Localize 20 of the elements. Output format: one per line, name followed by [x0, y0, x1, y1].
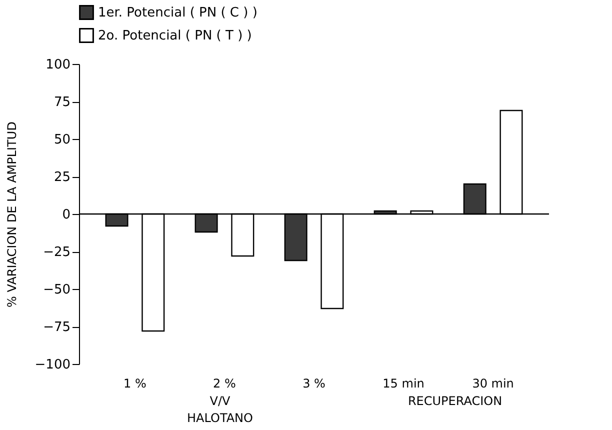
y-tick-label: −25 [43, 245, 70, 260]
x-tick-label: 30 min [472, 376, 514, 390]
x-tick-label: 2 % [213, 376, 236, 390]
x-tick-label: 15 min [382, 376, 424, 390]
text: HALOTANO [187, 411, 253, 425]
y-tick-label: 25 [54, 170, 70, 185]
text: V/V [210, 394, 232, 408]
y-tick-label: −100 [34, 358, 70, 372]
y-tick-label: −50 [43, 282, 70, 298]
legend-label: 2o. Potencial ( PN ( T ) ) [98, 28, 252, 44]
x-tick-label: 1 % [124, 376, 146, 390]
legend-label: 1er. Potencial ( PN ( C ) ) [98, 6, 258, 20]
y-tick-label: −75 [43, 320, 70, 335]
y-tick-label: 0 [62, 208, 70, 222]
y-tick-label: 100 [46, 58, 70, 72]
y-tick-label: 75 [54, 95, 70, 110]
y-axis-title: % VARIACION DE LA AMPLITUD [4, 122, 19, 308]
x-tick-label: 3 % [302, 376, 326, 390]
text: RECUPERACION [408, 394, 502, 408]
y-tick-label: 50 [54, 132, 70, 148]
